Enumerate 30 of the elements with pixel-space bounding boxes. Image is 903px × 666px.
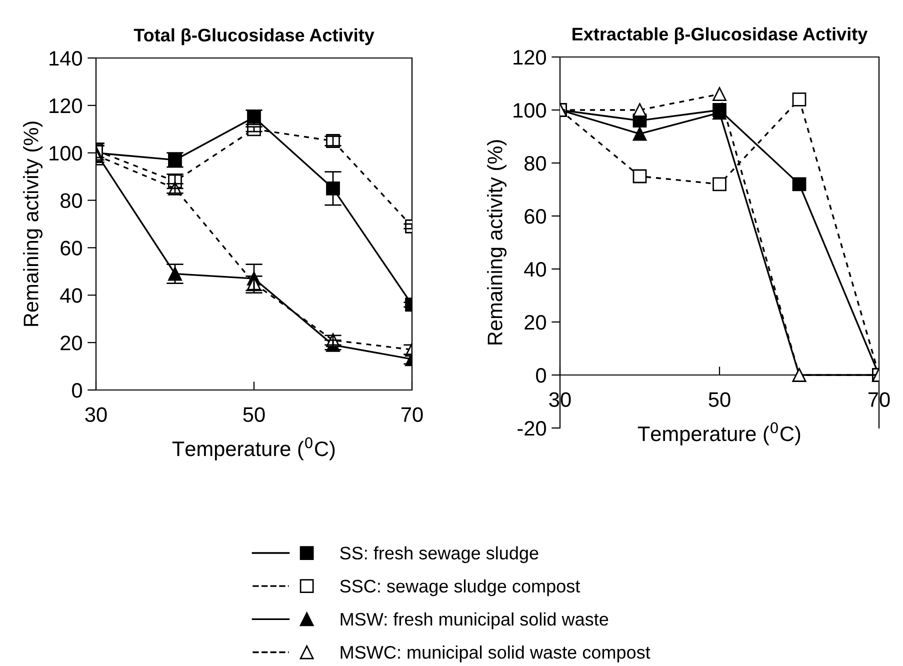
y-axis-title: Remaining activity (%)	[23, 122, 42, 326]
legend-label: SS: fresh sewage sludge	[340, 546, 538, 564]
y-tick-label: 120	[514, 50, 546, 65]
x-axis-title: Temperature ($^{0}$C)	[638, 422, 800, 446]
x-tick-label: 50	[243, 407, 265, 422]
y-tick-label: 40	[60, 288, 82, 303]
y-tick-label: 80	[60, 193, 82, 208]
legend-label: MSWC: municipal solid waste compost	[340, 645, 650, 662]
x-tick-label: 50	[708, 392, 730, 407]
y-tick-label: 0	[72, 383, 82, 398]
legend-label: MSW: fresh municipal solid waste	[340, 612, 608, 630]
y-tick-label: -20	[518, 421, 546, 436]
y-axis-title: Remaining activity (%)	[487, 140, 506, 344]
x-axis-title: Temperature ($^{0}$C)	[172, 437, 335, 460]
y-tick-label: 100	[514, 103, 546, 118]
x-tick-label: 30	[85, 407, 107, 422]
y-tick-label: 140	[50, 51, 82, 66]
y-tick-label: 60	[60, 240, 82, 256]
y-tick-label: 80	[524, 156, 546, 171]
y-tick-label: 20	[524, 315, 546, 330]
y-tick-label: 60	[524, 209, 546, 224]
y-tick-label: 0	[536, 368, 546, 383]
y-tick-label: 40	[524, 262, 546, 277]
chart-title: Total β-Glucosidase Activity	[134, 28, 374, 46]
x-tick-label: 70	[401, 407, 423, 422]
chart-title: Extractable β-Glucosidase Activity	[572, 27, 868, 44]
y-tick-label: 120	[50, 98, 82, 114]
y-tick-label: 20	[60, 336, 82, 350]
legend-label: SSC: sewage sludge compost	[340, 579, 580, 596]
y-tick-label: 100	[50, 146, 82, 161]
